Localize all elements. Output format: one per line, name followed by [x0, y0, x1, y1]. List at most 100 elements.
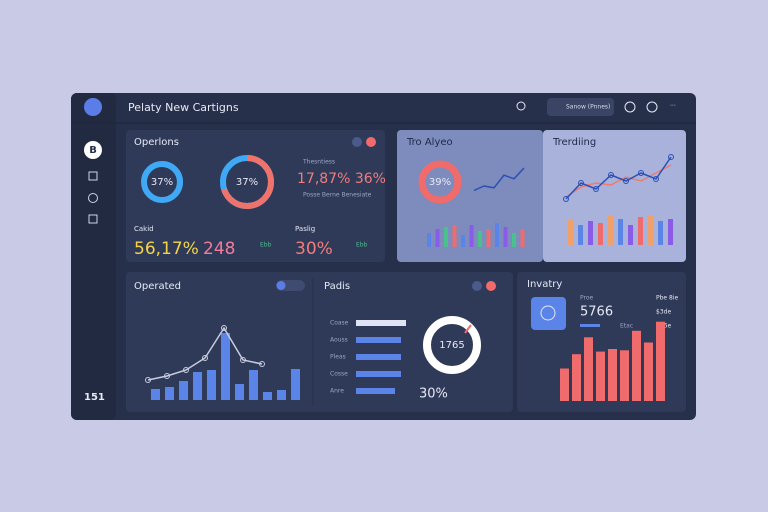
- bar: [277, 390, 286, 400]
- label: Pbe 8ie: [656, 295, 679, 302]
- dot[interactable]: [352, 137, 362, 147]
- bar: [469, 225, 474, 247]
- label: 39%: [429, 177, 451, 188]
- bar: [608, 349, 617, 401]
- label: Posse Berne Benesiate: [303, 192, 372, 199]
- point: [259, 361, 265, 367]
- bar: [193, 372, 202, 400]
- point: [164, 373, 170, 379]
- nav-icon[interactable]: [88, 193, 98, 203]
- bar: [658, 221, 663, 245]
- label: Cosse: [330, 371, 348, 378]
- point: [623, 178, 629, 184]
- settings-icon[interactable]: [646, 101, 658, 113]
- bar: [503, 227, 508, 247]
- label: Trerdiing: [552, 137, 596, 148]
- bar: [486, 229, 491, 247]
- inventory-icon: [531, 297, 566, 330]
- label: 37%: [236, 177, 258, 188]
- bar: [596, 351, 605, 401]
- bar: [179, 381, 188, 400]
- label: 1765: [439, 340, 464, 351]
- card: [126, 130, 385, 262]
- label: Thesntiess: [302, 159, 335, 166]
- logo-letter: B: [89, 145, 97, 156]
- bar: [620, 350, 629, 401]
- label: Proe: [580, 295, 594, 302]
- label: 30%: [295, 239, 333, 259]
- point: [183, 367, 189, 373]
- label: $3de: [656, 309, 671, 316]
- dot[interactable]: [486, 281, 496, 291]
- bar: [356, 354, 401, 360]
- bar: [495, 223, 499, 247]
- bar: [478, 231, 482, 247]
- search-icon[interactable]: [516, 101, 526, 111]
- bar: [628, 225, 633, 245]
- label: Invatry: [527, 279, 562, 290]
- label: 56,17%: [134, 239, 199, 259]
- label: Ebb: [260, 242, 272, 249]
- search-placeholder: Sanow (Pnnes): [566, 104, 610, 111]
- bar: [644, 342, 653, 401]
- bar: [249, 370, 258, 400]
- nav-icon[interactable]: [88, 214, 98, 224]
- point: [578, 180, 584, 186]
- point: [668, 154, 674, 160]
- menu-icon[interactable]: ···: [670, 103, 676, 110]
- sidebar: [71, 93, 116, 420]
- label: Paslig: [295, 225, 315, 233]
- bar: [638, 217, 643, 245]
- bar: [356, 337, 401, 343]
- bar: [588, 221, 593, 245]
- card: [543, 130, 686, 262]
- nav-icon[interactable]: [88, 171, 98, 181]
- line: [473, 167, 525, 192]
- bar: [656, 321, 665, 401]
- label: Anre: [330, 388, 344, 395]
- bar: [572, 354, 581, 401]
- bar: [632, 330, 641, 401]
- donut-arc: [418, 160, 462, 204]
- point: [653, 176, 659, 182]
- line: [147, 326, 263, 381]
- label: 5766: [580, 305, 613, 320]
- bar: [165, 387, 174, 400]
- nav-home[interactable]: [84, 141, 102, 159]
- label: 37%: [151, 177, 173, 188]
- bar: [668, 219, 673, 245]
- label: Aouss: [330, 337, 348, 344]
- app-logo[interactable]: [84, 98, 102, 116]
- bar: [512, 233, 516, 247]
- dot[interactable]: [472, 281, 482, 291]
- bar: [452, 225, 457, 247]
- label: Operated: [134, 281, 181, 292]
- bar: [263, 392, 272, 400]
- label: 17,87% 36%: [297, 171, 386, 187]
- label: Pleas: [330, 354, 346, 361]
- label: 30%: [419, 387, 448, 402]
- label: Tro Alyeo: [406, 137, 453, 148]
- bar: [356, 388, 395, 394]
- bar: [578, 225, 583, 245]
- bar: [648, 215, 653, 245]
- donut-arc: [141, 161, 183, 203]
- bar: [598, 223, 603, 245]
- bar: [427, 233, 431, 247]
- point: [240, 357, 246, 363]
- bar: [235, 384, 244, 400]
- bar: [520, 229, 525, 247]
- progress: [580, 324, 600, 327]
- sidebar-footer: 151: [84, 392, 105, 403]
- search-box[interactable]: [547, 98, 614, 116]
- bar: [151, 389, 160, 400]
- dot[interactable]: [366, 137, 376, 147]
- bar: [207, 370, 216, 400]
- bar: [291, 369, 300, 400]
- point: [608, 172, 614, 178]
- edit-icon[interactable]: [624, 101, 636, 113]
- bar: [608, 215, 613, 245]
- page-title: Pelaty New Cartigns: [128, 101, 239, 114]
